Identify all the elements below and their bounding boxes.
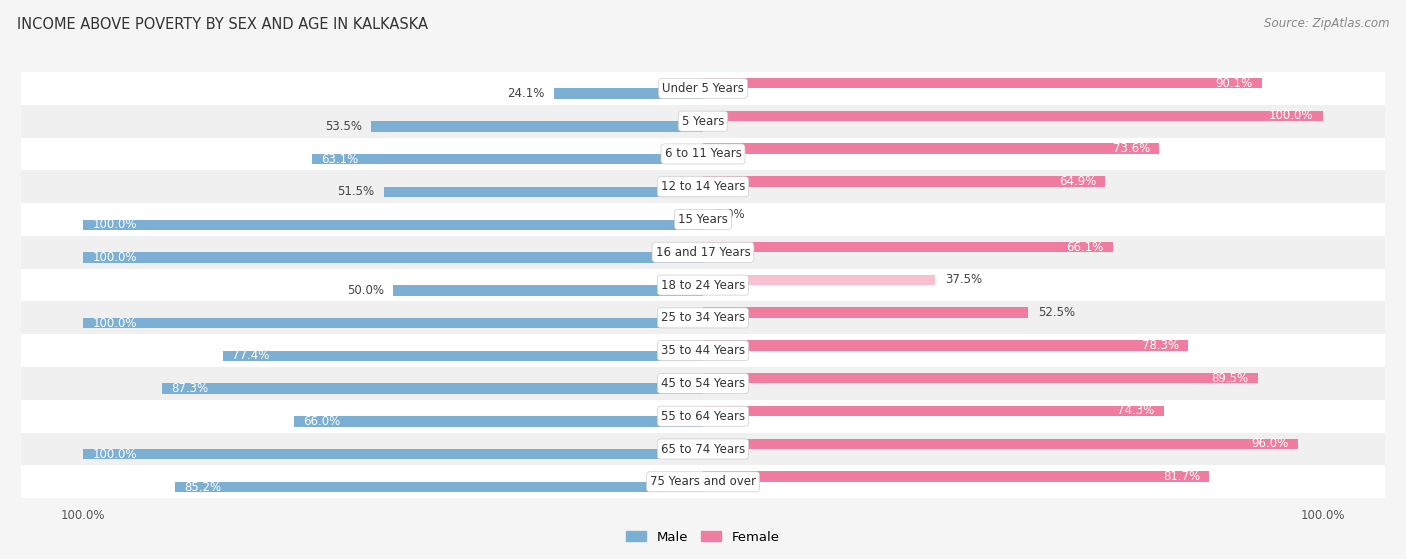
Text: 45 to 54 Years: 45 to 54 Years — [661, 377, 745, 390]
Text: 24.1%: 24.1% — [508, 87, 544, 100]
Bar — [703, 373, 1258, 383]
Text: Source: ZipAtlas.com: Source: ZipAtlas.com — [1264, 17, 1389, 30]
Bar — [703, 78, 1261, 88]
Text: 53.5%: 53.5% — [325, 120, 363, 133]
Text: 75 Years and over: 75 Years and over — [650, 475, 756, 489]
Bar — [21, 170, 1385, 203]
Text: 100.0%: 100.0% — [93, 316, 136, 330]
Text: 64.9%: 64.9% — [1059, 175, 1097, 188]
Text: 77.4%: 77.4% — [232, 349, 270, 362]
Bar — [162, 383, 703, 394]
Text: 51.5%: 51.5% — [337, 186, 374, 198]
Text: 52.5%: 52.5% — [1038, 306, 1074, 319]
Bar — [703, 406, 1164, 416]
Text: 55 to 64 Years: 55 to 64 Years — [661, 410, 745, 423]
Text: 96.0%: 96.0% — [1251, 437, 1289, 450]
Text: 6 to 11 Years: 6 to 11 Years — [665, 148, 741, 160]
Bar — [21, 301, 1385, 334]
Text: 16 and 17 Years: 16 and 17 Years — [655, 246, 751, 259]
Text: 0.0%: 0.0% — [716, 208, 745, 221]
Text: 90.1%: 90.1% — [1215, 77, 1253, 89]
Bar — [83, 318, 703, 328]
Bar — [554, 88, 703, 99]
Bar — [703, 111, 1323, 121]
Bar — [21, 269, 1385, 301]
Text: 81.7%: 81.7% — [1163, 470, 1201, 483]
Text: 18 to 24 Years: 18 to 24 Years — [661, 278, 745, 292]
Bar — [384, 187, 703, 197]
Bar — [174, 482, 703, 492]
Text: 73.6%: 73.6% — [1112, 142, 1150, 155]
Bar — [703, 471, 1209, 482]
Text: INCOME ABOVE POVERTY BY SEX AND AGE IN KALKASKA: INCOME ABOVE POVERTY BY SEX AND AGE IN K… — [17, 17, 427, 32]
Text: 65 to 74 Years: 65 to 74 Years — [661, 443, 745, 456]
Bar — [703, 307, 1028, 318]
Bar — [21, 72, 1385, 105]
Text: 50.0%: 50.0% — [347, 284, 384, 297]
Bar — [703, 438, 1298, 449]
Bar — [21, 203, 1385, 236]
Text: 100.0%: 100.0% — [93, 448, 136, 461]
Text: 5 Years: 5 Years — [682, 115, 724, 127]
Bar — [703, 274, 935, 285]
Bar — [21, 236, 1385, 269]
Text: 37.5%: 37.5% — [945, 273, 981, 286]
Text: 100.0%: 100.0% — [1270, 110, 1313, 122]
Bar — [21, 138, 1385, 170]
Text: 12 to 14 Years: 12 to 14 Years — [661, 180, 745, 193]
Bar — [21, 334, 1385, 367]
Legend: Male, Female: Male, Female — [621, 525, 785, 549]
Text: 15 Years: 15 Years — [678, 213, 728, 226]
Text: 63.1%: 63.1% — [321, 153, 359, 165]
Bar — [21, 105, 1385, 138]
Bar — [224, 350, 703, 361]
Bar — [21, 466, 1385, 498]
Bar — [83, 252, 703, 263]
Text: 100.0%: 100.0% — [93, 218, 136, 231]
Text: 89.5%: 89.5% — [1212, 372, 1249, 385]
Bar — [394, 285, 703, 296]
Bar — [703, 176, 1105, 187]
Text: 85.2%: 85.2% — [184, 481, 221, 494]
Text: 100.0%: 100.0% — [93, 251, 136, 264]
Text: 66.1%: 66.1% — [1066, 240, 1104, 254]
Bar — [83, 449, 703, 459]
Bar — [21, 433, 1385, 466]
Text: 78.3%: 78.3% — [1142, 339, 1180, 352]
Bar — [703, 242, 1112, 252]
Bar — [703, 144, 1160, 154]
Bar — [21, 400, 1385, 433]
Text: 87.3%: 87.3% — [172, 382, 208, 395]
Bar — [703, 340, 1188, 350]
Bar — [83, 220, 703, 230]
Bar — [312, 154, 703, 164]
Text: 25 to 34 Years: 25 to 34 Years — [661, 311, 745, 324]
Text: 74.3%: 74.3% — [1116, 405, 1154, 418]
Bar — [21, 367, 1385, 400]
Text: Under 5 Years: Under 5 Years — [662, 82, 744, 95]
Bar — [371, 121, 703, 132]
Text: 35 to 44 Years: 35 to 44 Years — [661, 344, 745, 357]
Bar — [294, 416, 703, 427]
Text: 66.0%: 66.0% — [304, 415, 340, 428]
